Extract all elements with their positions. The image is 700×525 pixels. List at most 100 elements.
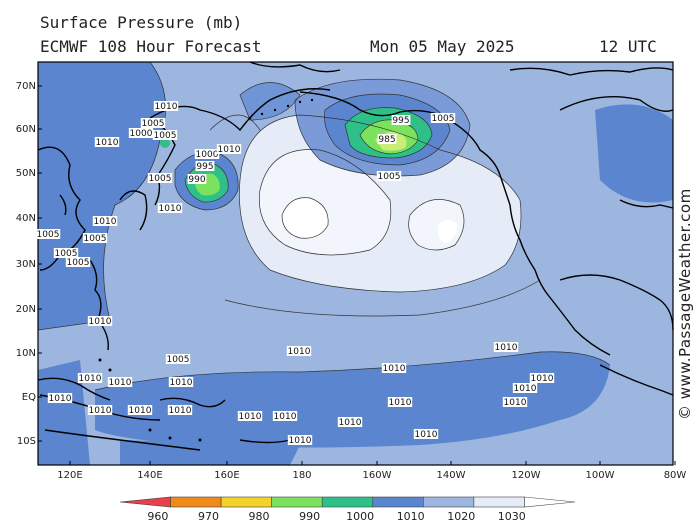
isobar-label: 995 [391,115,411,126]
svg-text:1010: 1010 [383,364,406,374]
colorbar-segment [321,496,374,508]
isobar-label: 1010 [107,377,133,388]
svg-text:1005: 1005 [167,355,190,365]
colorbar-segment [170,496,222,508]
isobar-label: 1010 [529,373,555,384]
lat-label: 60N [16,124,36,135]
svg-text:1010: 1010 [289,436,312,446]
lon-label: 100W [586,470,615,481]
lon-label: 160W [363,470,392,481]
colorbar-segment [220,496,272,508]
map-title: Surface Pressure (mb) [40,13,243,32]
isobar-label: 1005 [165,354,191,365]
lat-label: 50N [16,168,36,179]
lat-label: 10S [17,436,36,447]
isobar-label: 1010 [77,373,103,384]
isobar-label: 1005 [140,118,166,129]
svg-text:1005: 1005 [432,114,455,124]
svg-text:1010: 1010 [339,418,362,428]
lon-label: 120E [57,470,82,481]
svg-text:1010: 1010 [274,412,297,422]
svg-text:1010: 1010 [94,217,117,227]
longitude-axis: 120E 140E 160E 180 160W 140W 120W 100W 80W [57,461,686,481]
svg-text:1010: 1010 [504,398,527,408]
isobar-label: 1010 [493,342,519,353]
isobar-label: 1010 [168,377,194,388]
svg-text:1005: 1005 [55,249,78,259]
colorbar-label: 1010 [397,510,425,523]
svg-text:1000: 1000 [130,129,153,139]
isobar-label: 1010 [381,363,407,374]
isobar-label: 1005 [147,173,173,184]
svg-text:1010: 1010 [218,145,241,155]
svg-text:1005: 1005 [37,230,60,240]
colorbar-segment [473,496,525,508]
svg-text:1010: 1010 [109,378,132,388]
svg-text:995: 995 [392,116,409,126]
colorbar-label: 960 [147,510,168,523]
isobar-label: 1010 [87,405,113,416]
svg-text:1010: 1010 [49,394,72,404]
lon-label: 180 [292,470,311,481]
forecast-date: Mon 05 May 2025 [370,37,515,56]
isobar-label: 1005 [35,229,61,240]
isobar-label: 1005 [82,233,108,244]
svg-text:1010: 1010 [495,343,518,353]
colorbar-segment [423,496,475,508]
forecast-time: 12 UTC [599,37,657,56]
latitude-axis: 70N 60N 50N 40N 30N 20N 10N EQ 10S [16,81,42,447]
colorbar-segment [119,496,171,508]
isobar-label: 1010 [47,393,73,404]
isobar-label: 1010 [167,405,193,416]
isobar-label: 990 [187,174,207,185]
isobar-label: 1010 [272,411,298,422]
svg-text:1010: 1010 [159,204,182,214]
svg-text:1005: 1005 [142,119,165,129]
colorbar-label: 980 [249,510,270,523]
svg-text:1010: 1010 [89,317,112,327]
isobar-label: 1010 [387,397,413,408]
isobar-label: 1010 [287,435,313,446]
lon-label: 140W [437,470,466,481]
colorbar-label: 1020 [447,510,475,523]
isobar-label: 1010 [237,411,263,422]
isobar-label: 1010 [157,203,183,214]
svg-text:1005: 1005 [154,131,177,141]
svg-text:1005: 1005 [67,258,90,268]
isobar-label: 1005 [53,248,79,259]
svg-text:1005: 1005 [149,174,172,184]
svg-text:1010: 1010 [155,102,178,112]
colorbar-label: 990 [299,510,320,523]
colorbar-label: 970 [198,510,219,523]
isobar-label: 1005 [430,113,456,124]
isobar-label: 1010 [502,397,528,408]
svg-text:1005: 1005 [378,172,401,182]
colorbar-label: 1030 [498,510,526,523]
isobar-label: 1005 [376,171,402,182]
colorbar-labels: 960 970 980 990 1000 1010 1020 1030 [147,510,525,523]
colorbar-segment [524,496,576,508]
lat-label: 40N [16,213,36,224]
lon-label: 160E [214,470,239,481]
lon-label: 80W [664,470,687,481]
colorbar-segment [372,496,424,508]
svg-text:990: 990 [188,175,205,185]
isobar-label: 1005 [65,257,91,268]
svg-text:1010: 1010 [79,374,102,384]
lon-label: 140E [137,470,162,481]
isobar-label: 1010 [286,346,312,357]
svg-text:1010: 1010 [96,138,119,148]
isobar-label: 1010 [127,405,153,416]
colorbar-label: 1000 [346,510,374,523]
site-credit: © www.PassageWeather.com [676,188,694,420]
isobar-label: 1010 [337,417,363,428]
svg-text:1010: 1010 [514,384,537,394]
svg-text:985: 985 [378,135,395,145]
svg-text:995: 995 [196,162,213,172]
model-label: ECMWF 108 Hour Forecast [40,37,262,56]
isobar-label: 1010 [216,144,242,155]
isobar-label: 1000 [128,128,154,139]
lat-label: 30N [16,259,36,270]
